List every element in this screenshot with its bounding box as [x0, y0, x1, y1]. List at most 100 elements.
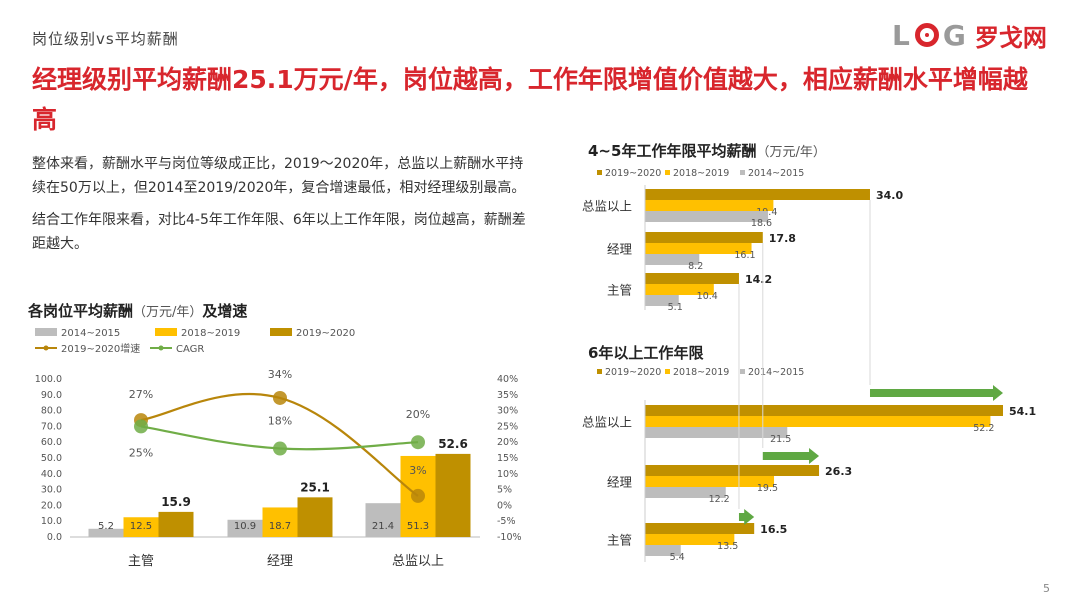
- hbar-2019~2020-总监以上: [645, 189, 870, 200]
- logo-cn-text: 罗戈网: [974, 23, 1047, 52]
- left-chart-title-suffix: 及增速: [202, 302, 248, 320]
- hbar-label: 18.6: [751, 218, 772, 229]
- y2-tick-label: 25%: [497, 421, 518, 432]
- growth-label: 3%: [409, 464, 426, 477]
- y2-tick-label: 5%: [497, 485, 512, 496]
- legend-label: 2018~2019: [673, 168, 729, 179]
- line-marker: [273, 390, 287, 405]
- y2-tick-label: 15%: [497, 453, 518, 464]
- hbar-2019~2020-主管: [645, 273, 739, 284]
- bar-label: 51.3: [407, 521, 429, 532]
- y-tick-label: 40.0: [41, 469, 62, 480]
- legend-swatch: [155, 328, 177, 336]
- logo-letter-l: L: [892, 18, 911, 52]
- category-label-主管: 主管: [607, 283, 632, 298]
- bar-2018~2019-主管: [123, 517, 159, 537]
- bar-label: 12.5: [130, 521, 152, 532]
- body-paragraph: 结合工作年限来看，对比4-5年工作年限、6年以上工作年限，岗位越高，薪酬差距越大…: [32, 212, 526, 252]
- hbar-label: 5.4: [670, 552, 685, 563]
- bar-label: 21.4: [372, 521, 394, 532]
- legend-swatch: [270, 328, 292, 336]
- hbar-2018~2019-经理: [645, 243, 752, 254]
- bar-2018~2019-经理: [262, 507, 298, 537]
- hbar-2014~2015-主管: [645, 295, 679, 306]
- hbar-label: 5.1: [668, 302, 683, 313]
- legend-marker: [158, 345, 164, 351]
- hbar-label: 19.5: [757, 483, 778, 494]
- y-tick-label: 0.0: [47, 532, 62, 543]
- hbar-2018~2019-主管: [645, 534, 735, 545]
- legend-label: CAGR: [176, 344, 204, 355]
- category-label-主管: 主管: [607, 533, 632, 548]
- legend-swatch: [665, 369, 670, 374]
- bar-label: 10.9: [234, 521, 256, 532]
- hbar-label: 21.5: [770, 434, 791, 445]
- left-chart-title: 各岗位平均薪酬（万元/年）及增速: [28, 300, 247, 321]
- hbar-2014~2015-主管: [645, 545, 681, 556]
- y2-tick-label: 40%: [497, 374, 518, 385]
- bar-2019~2020-经理: [297, 497, 333, 537]
- bar-value-label: 15.9: [161, 495, 191, 509]
- legend-swatch: [665, 170, 670, 175]
- legend-swatch: [740, 170, 745, 175]
- bar-2014~2015-总监以上: [365, 503, 401, 537]
- right-top-chart-title-main: 4~5年工作年限平均薪酬: [588, 142, 757, 160]
- cagr-label: 20%: [406, 408, 430, 421]
- line-marker: [273, 441, 287, 456]
- line-marker: [411, 488, 425, 503]
- bar-2019~2020-总监以上: [435, 453, 471, 537]
- y2-tick-label: 10%: [497, 469, 518, 480]
- hbar-2019~2020-总监以上: [645, 405, 1003, 416]
- bar-value-label: 52.6: [438, 437, 468, 451]
- legend-label: 2014~2015: [61, 328, 120, 339]
- bar-2014~2015-主管: [88, 528, 124, 537]
- legend-label: 2019~2020: [605, 168, 661, 179]
- hbar-value-label: 17.8: [769, 232, 796, 245]
- left-chart-title-main: 各岗位平均薪酬: [28, 302, 134, 320]
- category-label-总监以上: 总监以上: [392, 554, 444, 569]
- page-number: 5: [1043, 582, 1050, 595]
- y-tick-label: 10.0: [41, 516, 62, 527]
- section-label: 岗位级别vs平均薪酬: [32, 30, 179, 48]
- body-paragraph: 整体来看，薪酬水平与岗位等级成正比，2019～2020年，总监以上薪酬水平持续在…: [32, 156, 526, 196]
- hbar-2014~2015-经理: [645, 487, 726, 498]
- right-top-chart-title-unit: （万元/年）: [756, 145, 826, 160]
- bar-2014~2015-经理: [227, 519, 263, 537]
- growth-arrow-icon: [869, 385, 1003, 401]
- hbar-2019~2020-经理: [645, 232, 763, 243]
- hbar-2018~2019-经理: [645, 476, 775, 487]
- hbar-2018~2019-总监以上: [645, 200, 774, 211]
- growth-arrow-icon: [762, 448, 820, 464]
- growth-label: 34%: [268, 368, 292, 381]
- y-tick-label: 30.0: [41, 485, 62, 496]
- legend-swatch: [597, 369, 602, 374]
- logo-o-icon: [914, 23, 939, 47]
- cagr-label: 25%: [129, 446, 153, 459]
- category-label-经理: 经理: [607, 475, 633, 490]
- right-bottom-chart-title: 6年以上工作年限: [588, 344, 704, 362]
- hbar-2019~2020-主管: [645, 523, 755, 534]
- legend-marker: [43, 345, 49, 351]
- hbar-2014~2015-经理: [645, 254, 700, 265]
- category-label-经理: 经理: [607, 242, 633, 257]
- y-tick-label: 50.0: [41, 453, 62, 464]
- legend-label: 2018~2019: [673, 367, 729, 378]
- bar-value-label: 25.1: [300, 480, 330, 494]
- y-tick-label: 20.0: [41, 500, 62, 511]
- legend-label: 2014~2015: [748, 367, 804, 378]
- line-marker: [411, 435, 425, 450]
- category-label-总监以上: 总监以上: [582, 415, 632, 430]
- y-tick-label: 70.0: [41, 421, 62, 432]
- line-marker: [134, 419, 148, 434]
- growth-arrow-icon: [738, 509, 755, 525]
- hbar-label: 8.2: [688, 261, 703, 272]
- hbar-value-label: 16.5: [760, 523, 787, 536]
- hbar-label: 52.2: [973, 423, 994, 434]
- category-label-主管: 主管: [128, 554, 154, 569]
- legend-label: 2014~2015: [748, 168, 804, 179]
- y-tick-label: 100.0: [35, 374, 62, 385]
- legend-swatch: [597, 170, 602, 175]
- page-headline: 经理级别平均薪酬25.1万元/年，岗位越高，工作年限增值价值越大，相应薪酬水平增…: [32, 65, 1028, 134]
- hbar-2014~2015-总监以上: [645, 211, 769, 222]
- cagr-label: 18%: [268, 415, 292, 428]
